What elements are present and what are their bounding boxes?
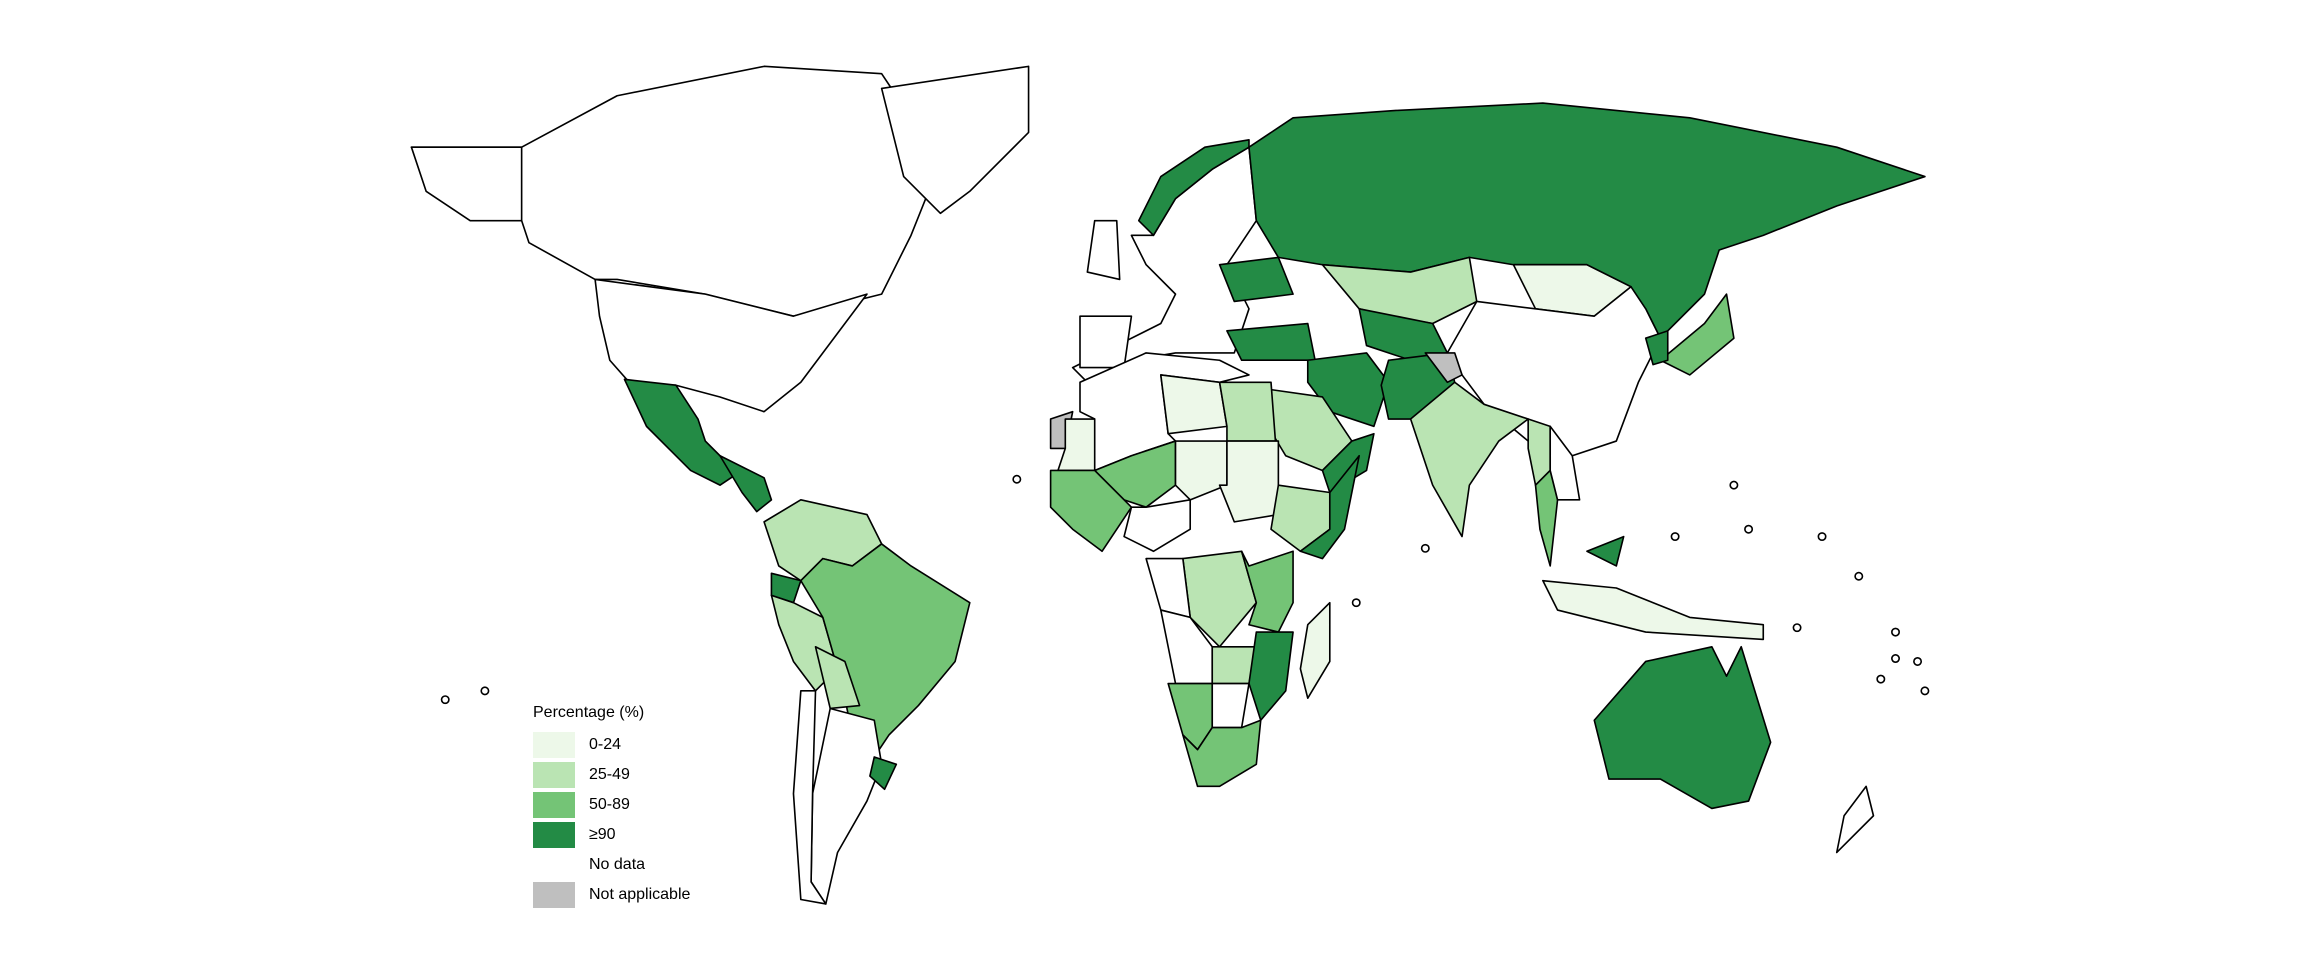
region-united-kingdom — [1086, 219, 1121, 281]
region-argentina — [810, 707, 883, 905]
region-libya — [1160, 374, 1228, 435]
small-island-marker — [1670, 532, 1680, 542]
legend-label: 50-89 — [589, 796, 630, 813]
region-turkey — [1226, 322, 1316, 362]
small-island-marker — [440, 695, 450, 705]
region-japan — [1659, 293, 1735, 376]
legend-item-50-89: 50-89 — [533, 790, 690, 820]
region-uruguay — [869, 756, 898, 791]
region-kashmir — [1424, 352, 1463, 384]
legend-swatch — [533, 732, 575, 758]
legend-swatch — [533, 792, 575, 818]
region-nigeria — [1123, 499, 1192, 553]
small-island-marker — [1913, 656, 1923, 666]
region-niger — [1174, 440, 1228, 501]
region-egypt — [1218, 381, 1277, 442]
region-alaska — [410, 146, 523, 222]
legend-swatch — [533, 852, 575, 878]
region-central-america — [719, 454, 773, 513]
legend-label: 25-49 — [589, 766, 630, 783]
legend-item-0-24: 0-24 — [533, 730, 690, 760]
region-south-africa — [1182, 719, 1262, 788]
legend-item-no-data: No data — [533, 850, 690, 880]
region-yemen-oman — [1321, 432, 1375, 494]
region-indonesia — [1542, 579, 1765, 641]
legend-swatch — [533, 882, 575, 908]
region-kenya-tanzania — [1240, 550, 1294, 633]
legend-label: 0-24 — [589, 736, 622, 753]
region-indochina — [1549, 425, 1581, 501]
region-bolivia — [814, 645, 861, 710]
legend: Percentage (%) 0-24 25-49 50-89 ≥90 No d… — [533, 704, 690, 910]
region-india — [1409, 381, 1529, 538]
small-island-marker — [1920, 686, 1930, 696]
region-mozambique — [1248, 631, 1294, 722]
small-island-marker — [1792, 623, 1802, 633]
legend-swatch — [533, 762, 575, 788]
region-australia — [1593, 645, 1772, 810]
legend-label: ≥90 — [589, 826, 616, 843]
region-new-zealand — [1835, 785, 1875, 854]
small-island-marker — [1876, 674, 1886, 684]
small-island-marker — [480, 686, 490, 696]
legend-label: Not applicable — [589, 886, 691, 903]
small-island-marker — [1891, 627, 1900, 637]
small-island-marker — [1854, 571, 1864, 581]
legend-item-not-applicable: Not applicable — [533, 880, 690, 910]
legend-label: No data — [589, 856, 646, 873]
region-madagascar — [1299, 601, 1331, 700]
region-west-africa — [1049, 469, 1133, 553]
legend-title: Percentage (%) — [533, 704, 645, 721]
small-island-marker — [1817, 532, 1827, 542]
region-somalia — [1299, 454, 1360, 560]
region-korea — [1644, 330, 1669, 366]
region-sudan-chad — [1218, 440, 1280, 523]
region-iberia — [1079, 315, 1133, 369]
legend-item-25-49: 25-49 — [533, 760, 690, 790]
region-thailand — [1534, 469, 1559, 567]
region-ukraine — [1218, 256, 1294, 303]
small-island-marker — [1744, 524, 1754, 534]
legend-swatch — [533, 822, 575, 848]
small-island-marker — [1420, 543, 1430, 553]
small-island-marker — [1012, 474, 1022, 484]
region-greenland — [880, 65, 1030, 215]
region-botswana — [1211, 682, 1250, 729]
region-congo-gabon — [1145, 557, 1192, 619]
region-united-states — [594, 278, 868, 413]
region-chile — [792, 690, 827, 905]
legend-item-90-plus: ≥90 — [533, 820, 690, 850]
small-island-marker — [1891, 654, 1900, 664]
region-canada — [410, 65, 942, 317]
region-malaysia — [1586, 535, 1625, 567]
small-island-marker — [1729, 480, 1739, 490]
small-island-marker — [1351, 598, 1361, 608]
